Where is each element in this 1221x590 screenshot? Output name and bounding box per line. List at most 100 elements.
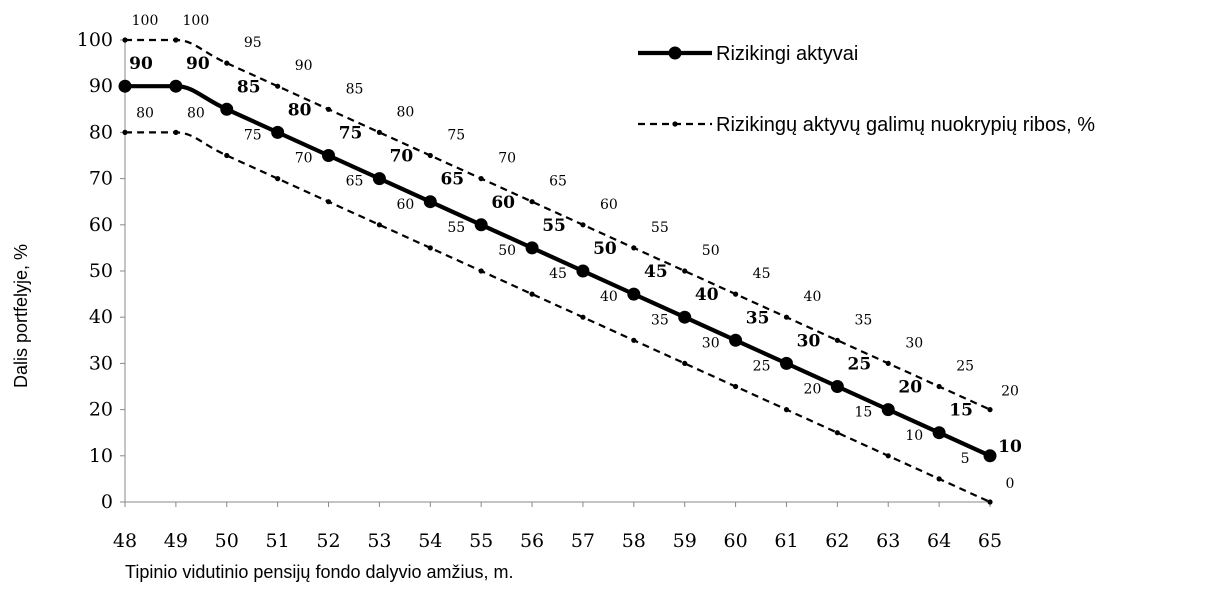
y-tick-label: 10 — [89, 445, 113, 467]
legend-label-risky-assets: Rizikingi aktyvai — [716, 43, 858, 65]
risky-assets-data-label: 55 — [542, 216, 566, 236]
upper-bound-data-label: 40 — [804, 289, 822, 305]
upper-bound-data-label: 65 — [549, 174, 567, 190]
risky-assets-data-label: 80 — [288, 100, 312, 120]
x-tick-label: 62 — [825, 530, 849, 552]
x-tick-label: 58 — [622, 530, 646, 552]
risky-assets-data-label: 45 — [644, 262, 668, 282]
y-tick-label: 50 — [89, 260, 113, 282]
lower-bound-point — [682, 360, 688, 366]
y-tick-label: 20 — [89, 399, 113, 421]
risky-assets-point — [220, 102, 234, 116]
lower-bound-point — [325, 199, 332, 205]
risky-assets-data-label: 15 — [949, 401, 973, 421]
x-tick-label: 52 — [316, 530, 340, 552]
upper-bound-data-label: 60 — [600, 197, 618, 213]
upper-bound-line — [124, 38, 991, 411]
y-tick-label: 70 — [89, 168, 113, 190]
y-tick-label: 60 — [89, 214, 113, 236]
legend: Rizikingi aktyvai Rizikingų aktyvų galimų… — [638, 43, 1095, 136]
lower-bound-data-label: 35 — [651, 312, 669, 328]
upper-bound-point — [885, 360, 891, 366]
lower-bound-data-label: 70 — [295, 151, 313, 167]
upper-bound-point — [173, 37, 179, 43]
risky-assets-data-label: 85 — [237, 77, 261, 97]
upper-bound-point — [478, 176, 484, 182]
risky-assets-point — [525, 241, 539, 255]
x-tick-label: 53 — [367, 530, 391, 552]
x-tick-label: 57 — [571, 530, 595, 552]
lower-bound-point — [376, 222, 383, 228]
risky-assets-data-label: 70 — [390, 147, 414, 167]
upper-bound-point — [732, 291, 739, 297]
risky-assets-data-label: 90 — [129, 54, 153, 74]
x-tick-label: 55 — [469, 530, 493, 552]
upper-bound-data-label: 80 — [396, 104, 414, 120]
lower-bound-data-label: 55 — [447, 220, 465, 236]
risky-assets-point — [881, 403, 895, 417]
upper-bound-point — [376, 129, 383, 135]
lower-bound-data-label: 75 — [244, 128, 262, 144]
legend-dashed-marker — [672, 121, 678, 127]
risky-assets-data-label: 20 — [898, 378, 922, 398]
x-tick-label: 64 — [927, 530, 951, 552]
risky-assets-data-label: 65 — [440, 170, 464, 190]
risky-assets-point — [627, 287, 641, 301]
upper-bound-point — [783, 314, 790, 320]
lower-bound-line — [125, 131, 991, 504]
upper-bound-data-label: 70 — [498, 151, 516, 167]
lower-bound-data-label: 80 — [187, 105, 205, 121]
lower-bound-point — [936, 476, 942, 482]
x-tick-label: 65 — [978, 530, 1002, 552]
lower-bound-data-label: 0 — [1006, 476, 1015, 492]
lower-bound-point — [173, 129, 179, 135]
risky-assets-data-label: 30 — [797, 331, 821, 351]
upper-bound-data-label: 95 — [244, 35, 262, 51]
risky-assets-line — [125, 84, 991, 458]
risky-assets-data-label: 40 — [695, 285, 719, 305]
risky-assets-point — [678, 310, 692, 324]
risky-assets-point — [576, 264, 590, 278]
lower-bound-point — [529, 291, 535, 297]
y-tick-label: 0 — [101, 491, 113, 513]
lower-bound-point — [885, 453, 891, 459]
x-tick-label: 63 — [876, 530, 900, 552]
risky-assets-point — [372, 172, 386, 186]
x-tick-label: 61 — [774, 530, 798, 552]
risky-assets-data-label: 35 — [746, 308, 770, 328]
lower-bound-point — [834, 430, 840, 436]
x-tick-label: 56 — [520, 530, 544, 552]
upper-bound-point — [987, 407, 993, 413]
lower-bound-data-label: 50 — [498, 243, 516, 259]
lower-bound-data-label: 25 — [753, 359, 771, 375]
series-layer — [118, 37, 997, 505]
lower-bound-data-label: 60 — [396, 197, 414, 213]
risky-assets-point — [932, 426, 946, 440]
risky-assets-point — [423, 195, 437, 209]
lower-bound-point — [783, 407, 790, 413]
upper-bound-point — [224, 60, 230, 66]
risky-assets-point — [983, 449, 997, 463]
lower-bound-data-label: 20 — [804, 382, 822, 398]
risky-assets-point — [322, 149, 336, 162]
upper-bound-data-label: 35 — [854, 312, 872, 328]
upper-bound-data-label: 85 — [346, 81, 364, 97]
x-tick-label: 59 — [673, 530, 697, 552]
risky-assets-data-label: 75 — [339, 124, 363, 144]
x-axis-title: Tipinio vidutinio pensijų fondo dalyvio … — [125, 562, 514, 582]
y-axis-title: Dalis portfelyje, % — [11, 244, 31, 388]
upper-bound-point — [580, 222, 586, 228]
risky-assets-point — [271, 125, 285, 139]
risky-assets-point — [118, 79, 132, 93]
lower-bound-data-label: 45 — [549, 266, 567, 282]
risky-assets-data-label: 25 — [848, 355, 872, 375]
upper-bound-point — [325, 106, 332, 112]
upper-bound-data-label: 100 — [132, 13, 159, 29]
upper-bound-data-label: 55 — [651, 220, 669, 236]
lower-bound-point — [427, 245, 433, 251]
upper-bound-point — [427, 152, 433, 159]
upper-bound-point — [834, 337, 840, 343]
